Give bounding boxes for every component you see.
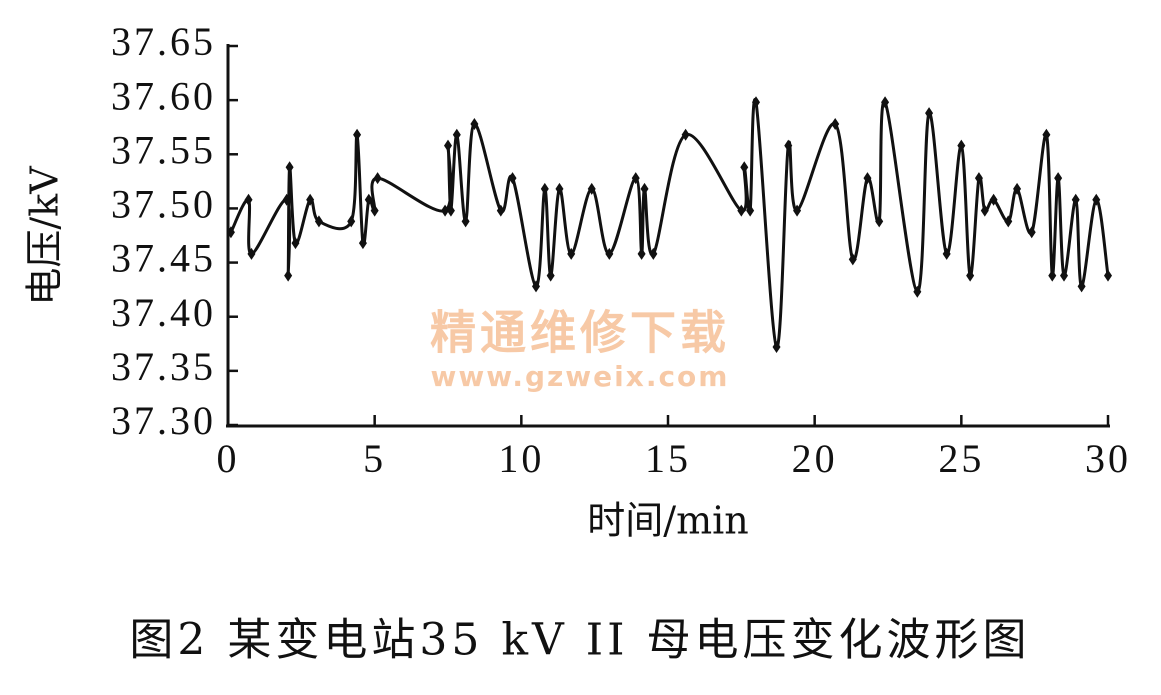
marker (1054, 172, 1063, 185)
marker (306, 193, 315, 206)
marker (555, 182, 564, 195)
marker (631, 172, 640, 185)
x-tick-label: 5 (363, 436, 386, 481)
marker (640, 182, 649, 195)
watermark: 精通维修下载 (430, 306, 730, 360)
marker (1004, 215, 1013, 228)
marker (1027, 226, 1036, 239)
y-tick-label: 37.35 (111, 344, 216, 389)
marker (737, 204, 746, 217)
marker (746, 204, 755, 217)
marker (461, 215, 470, 228)
y-tick-label: 37.60 (111, 73, 216, 118)
y-tick-label: 37.55 (111, 127, 216, 172)
marker (470, 117, 479, 130)
marker (282, 193, 291, 206)
marker (373, 172, 382, 185)
watermark-url: www.gzweix.com (431, 360, 730, 393)
marker (1092, 193, 1101, 206)
marker (1104, 269, 1112, 282)
marker (681, 128, 690, 141)
marker (942, 247, 951, 260)
marker (1060, 269, 1068, 282)
marker (793, 204, 802, 217)
marker (649, 247, 658, 260)
marker (605, 247, 614, 260)
marker (1048, 269, 1057, 282)
marker (226, 226, 235, 239)
marker (347, 215, 356, 228)
marker (546, 269, 555, 282)
x-tick-label: 25 (938, 436, 984, 481)
marker (247, 247, 256, 260)
y-tick-label: 37.45 (111, 236, 216, 281)
marker (291, 237, 300, 250)
marker (285, 161, 294, 174)
x-axis-label: 时间/min (587, 499, 748, 543)
marker (831, 117, 840, 130)
marker (881, 96, 890, 109)
marker (772, 341, 781, 354)
marker (875, 215, 884, 228)
marker (863, 172, 872, 185)
marker (980, 204, 989, 217)
x-tick-label: 0 (217, 436, 240, 481)
y-axis-label: 电压/kV (23, 166, 67, 306)
x-tick-label: 15 (645, 436, 691, 481)
x-tick-label: 20 (792, 436, 838, 481)
marker (989, 193, 998, 206)
marker (637, 247, 646, 260)
x-tick-label: 30 (1085, 436, 1131, 481)
marker (444, 139, 452, 152)
marker (784, 139, 793, 152)
marker (496, 204, 505, 217)
y-tick-label: 37.65 (111, 19, 216, 64)
marker (446, 204, 455, 217)
marker (957, 139, 966, 152)
marker (966, 269, 975, 282)
y-tick-label: 37.30 (111, 398, 216, 443)
marker (353, 128, 362, 141)
marker (532, 280, 540, 293)
y-tick-label: 37.50 (111, 182, 216, 227)
marker (848, 253, 857, 266)
marker (364, 193, 373, 206)
marker (441, 204, 450, 217)
marker (1077, 280, 1086, 293)
marker (974, 172, 983, 185)
marker (913, 285, 922, 298)
marker (740, 161, 749, 174)
chart-title: 图2 某变电站35 kV II 母电压变化波形图 (129, 615, 1030, 666)
x-tick-label: 10 (498, 436, 544, 481)
marker (284, 269, 293, 282)
marker (752, 96, 760, 109)
marker (508, 172, 517, 185)
marker (370, 204, 379, 217)
y-tick-label: 37.40 (111, 290, 216, 335)
marker (1013, 182, 1022, 195)
marker (540, 182, 549, 195)
marker (587, 182, 596, 195)
marker (567, 247, 576, 260)
marker (244, 193, 253, 206)
marker (314, 215, 323, 228)
marker (1042, 128, 1051, 141)
marker (452, 128, 461, 141)
marker (358, 237, 367, 250)
marker (925, 107, 934, 120)
marker (1071, 193, 1080, 206)
